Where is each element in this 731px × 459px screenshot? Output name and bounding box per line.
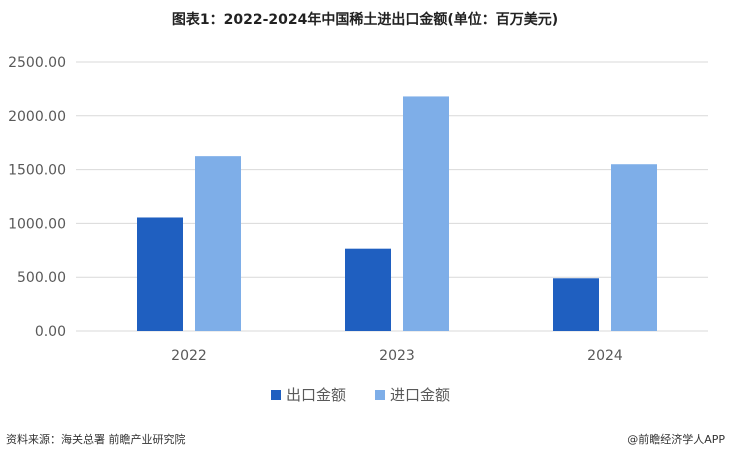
x-tick-label: 2023 (379, 348, 415, 364)
y-tick-label: 1500.00 (8, 163, 66, 179)
y-tick-label: 0.00 (35, 324, 66, 340)
y-tick-label: 1000.00 (8, 216, 66, 232)
bars (137, 96, 657, 331)
y-tick-label: 2500.00 (8, 55, 66, 71)
legend: 出口金额 进口金额 (271, 386, 450, 404)
x-tick-label: 2024 (587, 348, 623, 364)
bar-import-2022 (195, 156, 241, 331)
y-tick-label: 2000.00 (8, 109, 66, 125)
legend-label: 进口金额 (390, 386, 450, 404)
bar-export-2023 (345, 248, 391, 331)
legend-swatch (375, 390, 385, 400)
credit-note: @前瞻经济学人APP (627, 433, 725, 446)
bar-import-2023 (403, 96, 449, 331)
x-tick-label: 2022 (171, 348, 207, 364)
bar-export-2022 (137, 217, 183, 331)
bar-export-2024 (553, 278, 599, 331)
chart-title: 图表1：2022-2024年中国稀土进出口金额(单位：百万美元) (172, 11, 558, 28)
y-axis: 0.00 500.00 1000.00 1500.00 2000.00 2500.00 (8, 55, 66, 340)
y-tick-label: 500.00 (17, 270, 66, 286)
source-note: 资料来源：海关总署 前瞻产业研究院 (6, 433, 186, 446)
legend-swatch (271, 390, 281, 400)
x-axis: 2022 2023 2024 (171, 348, 623, 364)
legend-label: 出口金额 (286, 386, 346, 404)
bar-import-2024 (611, 164, 657, 331)
